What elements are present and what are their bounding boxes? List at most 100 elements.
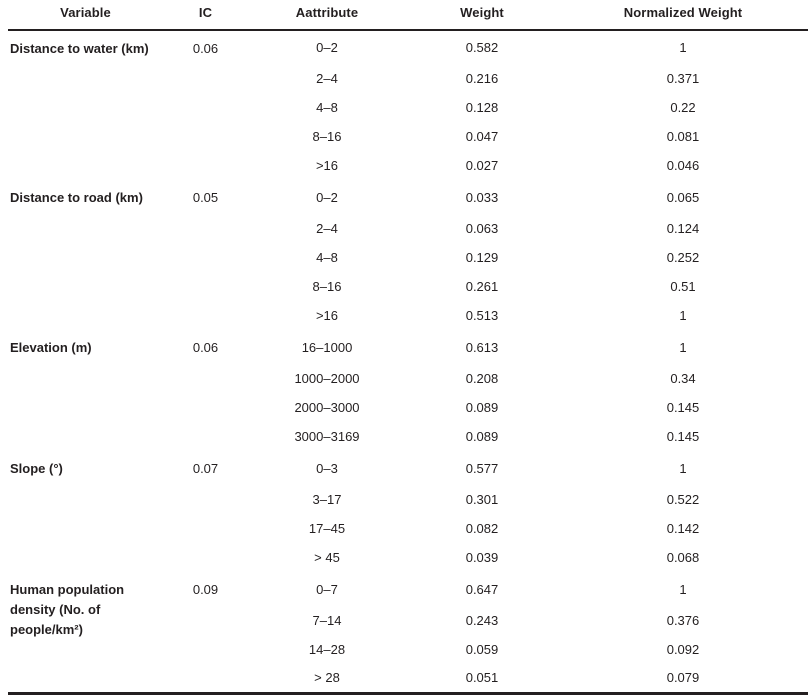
- attribute-cell: 8–16: [312, 279, 342, 294]
- header-attribute: Aattribute: [248, 0, 406, 31]
- weight-cell: 0.513: [465, 308, 499, 323]
- weight-cell: 0.063: [465, 221, 499, 236]
- attribute-cell: 17–45: [308, 521, 346, 536]
- header-ic: IC: [163, 0, 248, 31]
- ic-cell: 0.07: [192, 461, 219, 476]
- normalized-weight-cell: 0.22: [670, 100, 696, 115]
- attribute-cell: 4–8: [316, 250, 338, 265]
- normalized-weight-cell: 0.145: [666, 400, 700, 415]
- weight-cell: 0.301: [465, 492, 499, 507]
- normalized-weight-cell: 0.124: [666, 221, 700, 236]
- weight-cell: 0.027: [465, 158, 499, 173]
- attribute-cell: 0–3: [316, 460, 338, 476]
- table-row: 17–45 0.082 0.142: [8, 514, 808, 543]
- weight-cell: 0.047: [465, 129, 499, 144]
- normalized-weight-cell: 0.092: [666, 642, 700, 657]
- table-row: 2–4 0.063 0.124: [8, 214, 808, 243]
- attribute-cell: 3–17: [312, 492, 342, 507]
- table-row: > 28 0.051 0.079: [8, 664, 808, 693]
- normalized-weight-cell: 1: [679, 460, 687, 476]
- header-row: Variable IC Aattribute Weight Normalized…: [8, 0, 808, 31]
- attribute-cell: > 45: [314, 550, 340, 565]
- table-body: Distance to water (km) 0.06 0–2 0.582 1 …: [8, 30, 808, 693]
- variable-cell: Human population density (No. of people/…: [10, 582, 125, 638]
- table-row: Elevation (m) 0.06 16–1000 0.613 1: [8, 330, 808, 364]
- table-row: 8–16 0.261 0.51: [8, 272, 808, 301]
- attribute-cell: 8–16: [312, 129, 342, 144]
- table-header: Variable IC Aattribute Weight Normalized…: [8, 0, 808, 31]
- variable-cell: Elevation (m): [10, 340, 92, 355]
- header-weight: Weight: [406, 0, 558, 31]
- header-normalized-weight: Normalized Weight: [558, 0, 808, 31]
- ic-cell: 0.09: [192, 582, 219, 597]
- attribute-cell: 14–28: [308, 642, 346, 657]
- normalized-weight-cell: 0.081: [666, 129, 700, 144]
- normalized-weight-cell: 1: [679, 40, 687, 55]
- attribute-cell: 16–1000: [301, 339, 353, 355]
- table-row: Distance to road (km) 0.05 0–2 0.033 0.0…: [8, 180, 808, 214]
- attribute-cell: 1000–2000: [294, 371, 360, 386]
- variable-weights-table: Variable IC Aattribute Weight Normalized…: [8, 0, 808, 695]
- normalized-weight-cell: 0.079: [666, 670, 700, 686]
- table-row: Human population density (No. of people/…: [8, 572, 808, 638]
- attribute-cell: 3000–3169: [294, 429, 360, 444]
- attribute-cell: 7–14: [312, 613, 342, 628]
- weight-cell: 0.613: [465, 339, 499, 355]
- weight-cell: 0.051: [465, 670, 499, 686]
- normalized-weight-cell: 0.522: [666, 492, 700, 507]
- table-row: 3000–3169 0.089 0.145: [8, 422, 808, 451]
- weight-cell: 0.577: [465, 460, 499, 476]
- weight-cell: 0.129: [465, 250, 499, 265]
- table-row: Distance to water (km) 0.06 0–2 0.582 1: [8, 30, 808, 64]
- table-row: >16 0.513 1: [8, 301, 808, 330]
- weight-cell: 0.082: [465, 521, 499, 536]
- ic-cell: 0.05: [192, 190, 219, 205]
- table-row: >16 0.027 0.046: [8, 151, 808, 180]
- table-row: 3–17 0.301 0.522: [8, 485, 808, 514]
- normalized-weight-cell: 0.371: [666, 71, 700, 86]
- header-variable: Variable: [8, 0, 163, 31]
- variable-cell: Distance to water (km): [10, 41, 149, 56]
- attribute-cell: 2000–3000: [294, 400, 360, 415]
- normalized-weight-cell: 1: [679, 339, 687, 355]
- normalized-weight-cell: 0.145: [666, 429, 700, 444]
- attribute-cell: 4–8: [316, 100, 338, 115]
- normalized-weight-cell: 0.068: [666, 550, 700, 565]
- normalized-weight-cell: 0.142: [666, 521, 700, 536]
- weight-cell: 0.208: [465, 371, 499, 386]
- weight-cell: 0.059: [465, 642, 499, 657]
- normalized-weight-cell: 1: [679, 308, 687, 323]
- weight-cell: 0.128: [465, 100, 499, 115]
- normalized-weight-cell: 0.34: [670, 371, 696, 386]
- table-row: > 45 0.039 0.068: [8, 543, 808, 572]
- weight-cell: 0.039: [465, 550, 499, 565]
- attribute-cell: >16: [315, 308, 339, 323]
- weight-cell: 0.216: [465, 71, 499, 86]
- attribute-cell: > 28: [314, 670, 340, 686]
- table-row: 4–8 0.129 0.252: [8, 243, 808, 272]
- variable-cell: Distance to road (km): [10, 190, 143, 205]
- attribute-cell: 0–7: [316, 581, 338, 597]
- weight-cell: 0.089: [465, 429, 499, 444]
- ic-cell: 0.06: [192, 41, 219, 56]
- weight-cell: 0.089: [465, 400, 499, 415]
- table-row: 1000–2000 0.208 0.34: [8, 364, 808, 393]
- weight-cell: 0.243: [465, 613, 499, 628]
- attribute-cell: >16: [315, 158, 339, 173]
- table-row: 14–28 0.059 0.092: [8, 635, 808, 664]
- weight-cell: 0.582: [465, 40, 499, 55]
- normalized-weight-cell: 0.252: [666, 250, 700, 265]
- attribute-cell: 2–4: [316, 221, 338, 236]
- table-row: 8–16 0.047 0.081: [8, 122, 808, 151]
- table-row: Slope (°) 0.07 0–3 0.577 1: [8, 451, 808, 485]
- variable-cell: Slope (°): [10, 461, 63, 476]
- table-row: 4–8 0.128 0.22: [8, 93, 808, 122]
- normalized-weight-cell: 0.51: [670, 279, 696, 294]
- weight-cell: 0.033: [465, 189, 499, 205]
- weight-cell: 0.261: [465, 279, 499, 294]
- attribute-cell: 0–2: [316, 189, 338, 205]
- normalized-weight-cell: 0.376: [666, 613, 700, 628]
- weight-cell: 0.647: [465, 581, 499, 597]
- attribute-cell: 0–2: [316, 40, 338, 55]
